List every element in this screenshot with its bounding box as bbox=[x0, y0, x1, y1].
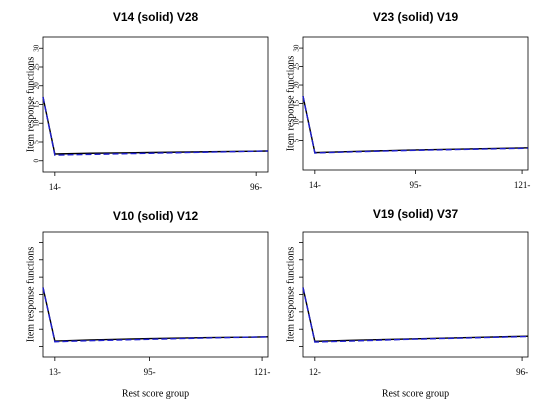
x-tick-label: 121- bbox=[254, 367, 271, 377]
chart-title: V14 (solid) V28 bbox=[113, 10, 199, 24]
x-tick-label: 96- bbox=[250, 182, 262, 192]
series-line bbox=[42, 96, 269, 155]
y-tick-label: 15 bbox=[293, 100, 301, 108]
y-axis-label: Item response functions bbox=[25, 57, 36, 153]
series-line bbox=[302, 287, 529, 343]
y-tick-label: 20 bbox=[293, 81, 301, 89]
y-tick-label: 25 bbox=[33, 63, 41, 71]
x-tick-label: 95- bbox=[144, 367, 156, 377]
y-axis-label: Item response functions bbox=[285, 247, 296, 343]
y-tick-label: 15 bbox=[33, 101, 41, 109]
x-tick-label: 121- bbox=[514, 180, 531, 190]
y-tick-label: 0 bbox=[33, 159, 41, 163]
y-tick-label: 20 bbox=[33, 82, 41, 90]
y-axis-label: Item response functions bbox=[285, 56, 296, 152]
series-line bbox=[302, 95, 529, 154]
chart-title: V23 (solid) V19 bbox=[373, 10, 459, 24]
series-line bbox=[302, 287, 529, 343]
x-axis-label: Rest score group bbox=[122, 388, 189, 399]
x-tick-label: 14- bbox=[309, 180, 321, 190]
x-tick-label: 12- bbox=[309, 367, 321, 377]
series-line bbox=[42, 287, 269, 342]
y-tick-label: 10 bbox=[293, 118, 301, 126]
y-tick-label: 30 bbox=[293, 44, 301, 52]
y-tick-label: 5 bbox=[33, 140, 41, 144]
y-axis-label: Item response functions bbox=[25, 247, 36, 343]
y-tick-label: 10 bbox=[33, 119, 41, 127]
y-tick-label: 25 bbox=[293, 63, 301, 71]
x-tick-label: 96- bbox=[516, 367, 528, 377]
x-axis-label: Rest score group bbox=[382, 388, 449, 399]
x-tick-label: 13- bbox=[49, 367, 61, 377]
y-tick-label: 5 bbox=[293, 138, 301, 142]
x-tick-label: 95- bbox=[410, 180, 422, 190]
series-line bbox=[42, 287, 269, 343]
series-line bbox=[42, 96, 269, 156]
chart-title: V10 (solid) V12 bbox=[113, 209, 199, 223]
x-tick-label: 14- bbox=[49, 182, 61, 192]
chart-title: V19 (solid) V37 bbox=[373, 207, 459, 221]
series-line bbox=[302, 95, 529, 154]
y-tick-label: 30 bbox=[33, 44, 41, 52]
